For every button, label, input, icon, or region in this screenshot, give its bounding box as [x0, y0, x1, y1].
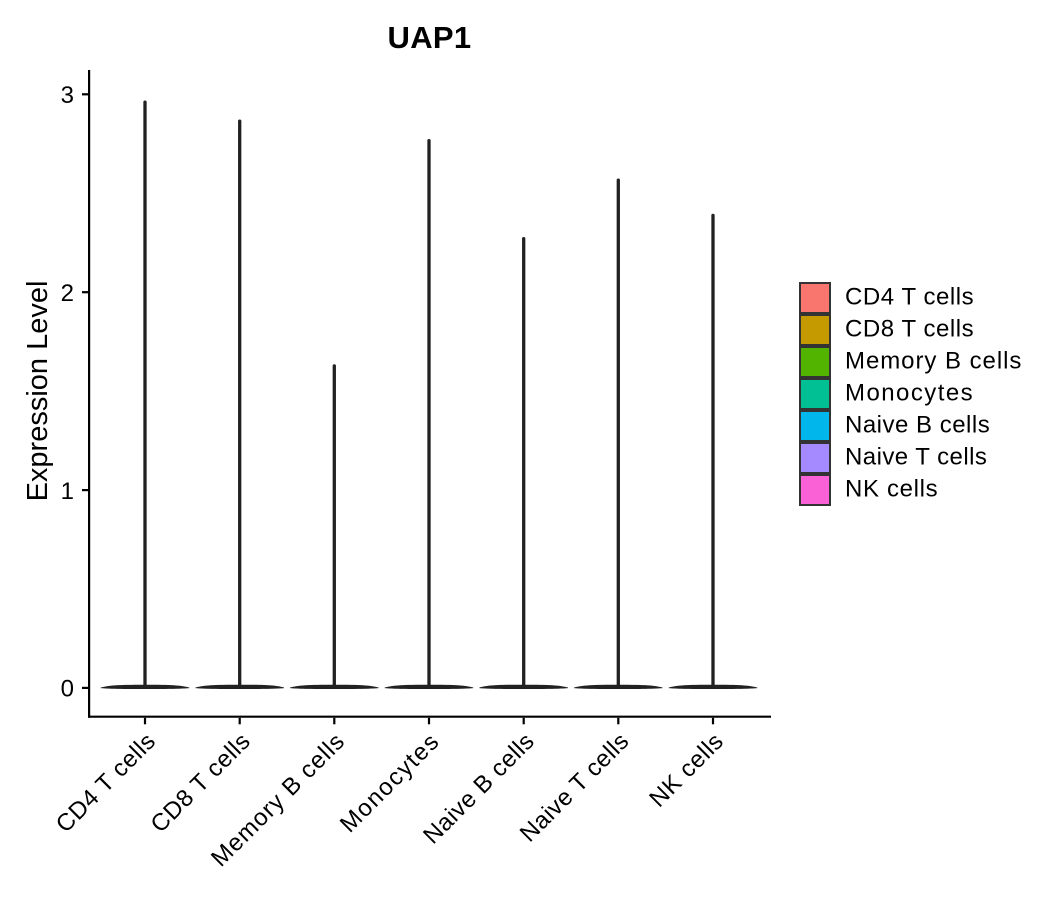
svg-text:CD4 T cells: CD4 T cells: [845, 284, 974, 311]
svg-text:UAP1: UAP1: [388, 20, 472, 55]
svg-text:1: 1: [61, 478, 74, 505]
svg-text:3: 3: [61, 82, 74, 109]
svg-text:Memory B cells: Memory B cells: [845, 348, 1022, 375]
svg-text:2: 2: [61, 280, 74, 307]
svg-text:Naive T cells: Naive T cells: [845, 444, 987, 471]
svg-text:Monocytes: Monocytes: [845, 380, 974, 407]
svg-text:NK cells: NK cells: [845, 476, 938, 503]
svg-text:0: 0: [61, 676, 74, 703]
svg-text:Expression Level: Expression Level: [22, 281, 54, 502]
svg-text:CD8 T cells: CD8 T cells: [845, 316, 974, 343]
svg-text:Naive B cells: Naive B cells: [845, 412, 990, 439]
